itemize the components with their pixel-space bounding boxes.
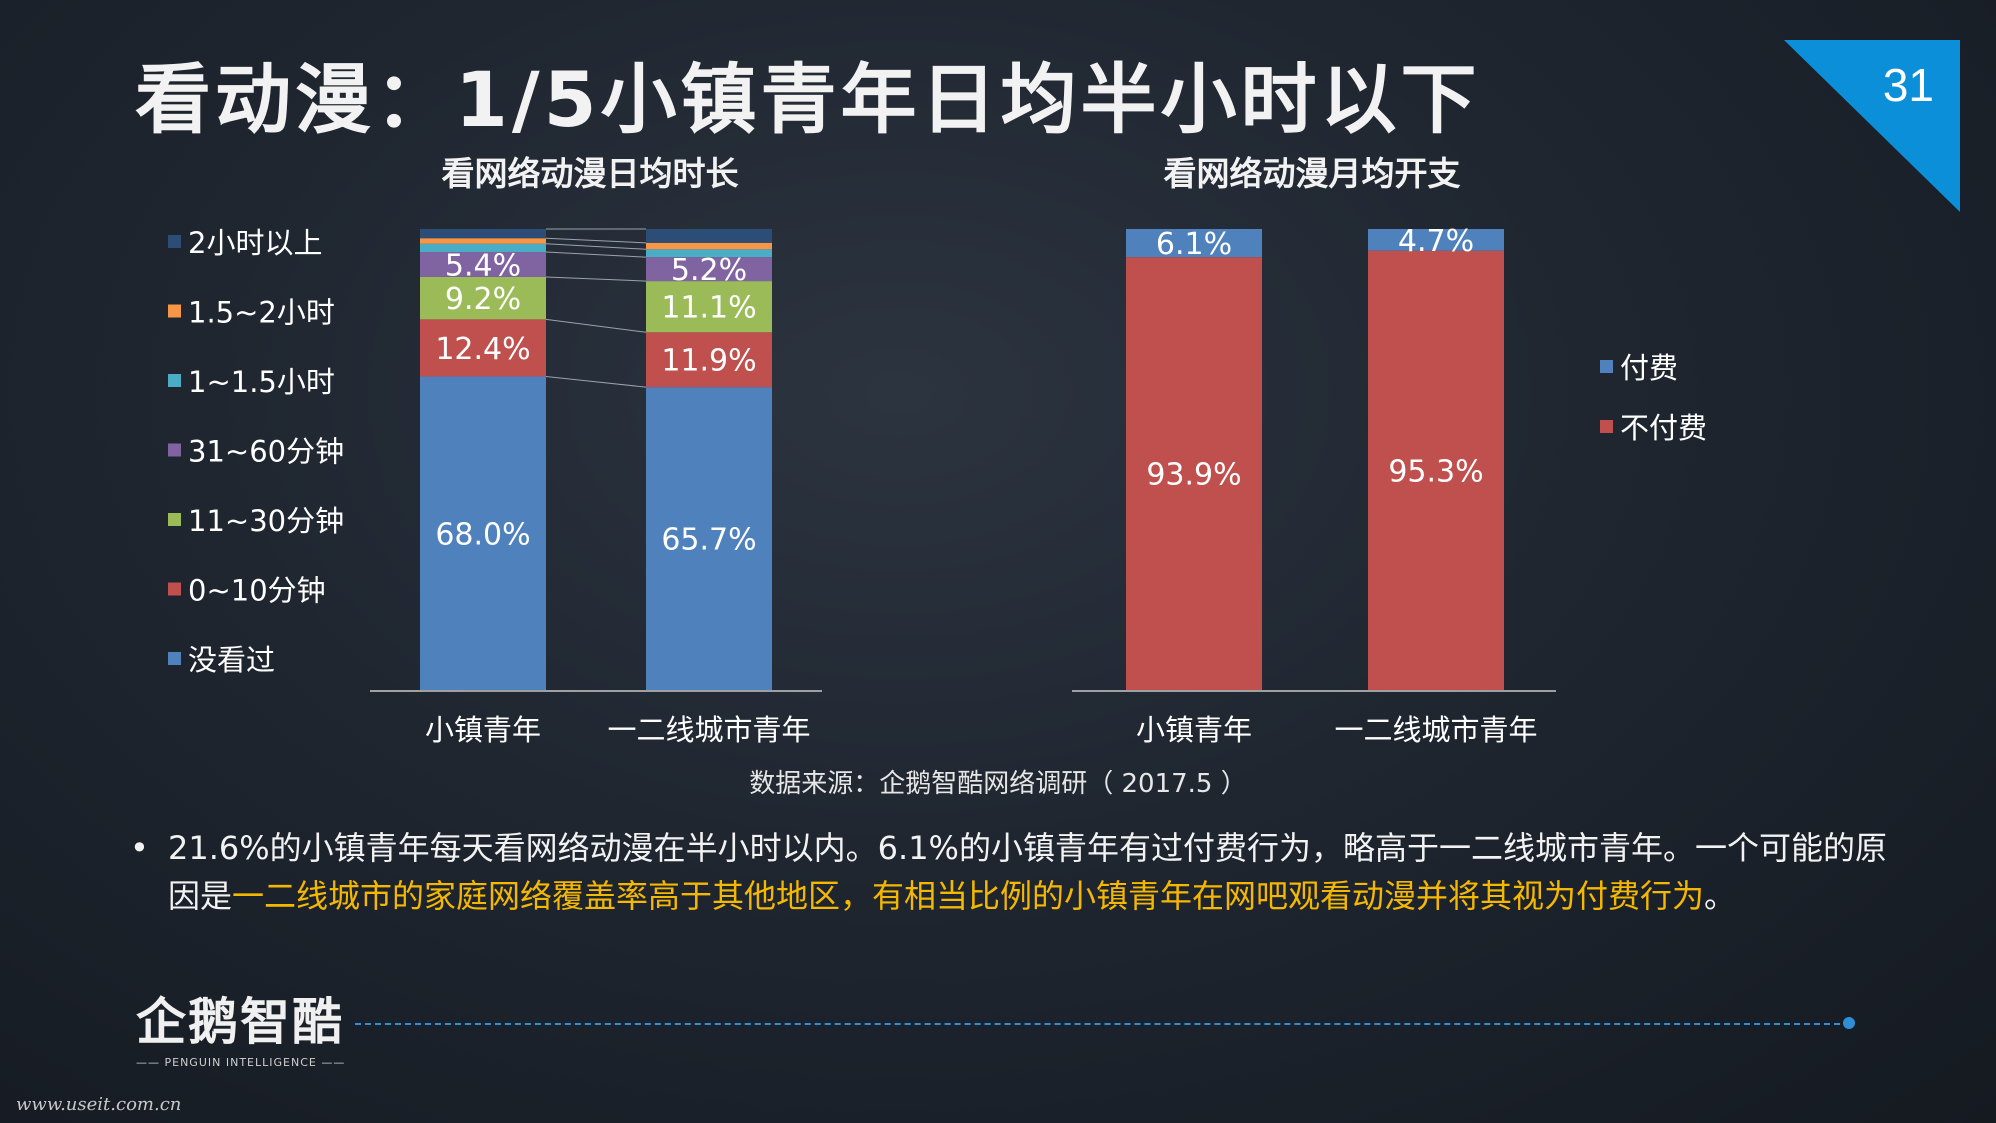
chart1-series-line-0 (545, 376, 647, 388)
logo-subtitle: —— PENGUIN INTELLIGENCE —— (136, 1056, 346, 1069)
chart2-bar-1-1 (1368, 229, 1504, 251)
chart1-bar-0-3 (420, 252, 546, 277)
chart1-bar-1-1 (646, 332, 772, 388)
chart1-bar-1-3 (646, 257, 772, 282)
footer-line-dot (1843, 1017, 1855, 1029)
chart1-legend-swatch-3 (168, 443, 181, 457)
chart1-legend-label-1: 1.5~2小时 (188, 296, 335, 330)
chart2-title: 看网络动漫月均开支 (1164, 154, 1461, 193)
chart1-legend-swatch-5 (168, 582, 181, 596)
chart1-bar-1-6 (646, 229, 772, 243)
chart1-bar-0-4 (420, 243, 546, 253)
chart1-bar-0-0 (420, 376, 546, 690)
chart1-data-label-1-2: 11.1% (661, 291, 756, 326)
chart2-category-label-1: 一二线城市青年 (1334, 713, 1537, 747)
chart1-bar-1-0 (646, 387, 772, 690)
page-number: 31 (1882, 59, 1934, 111)
bullet-text-plain: 21.6%的小镇青年每天看网络动漫在半小时以内。6.1%的小镇青年有过付费行为，… (168, 829, 1887, 915)
chart2-data-label-1-1: 4.7% (1398, 224, 1474, 259)
chart1-legend-swatch-6 (168, 652, 181, 665)
chart1-legend-swatch-0 (168, 235, 181, 248)
logo: 企鹅智酷 —— PENGUIN INTELLIGENCE —— (136, 982, 345, 1069)
chart1-data-label-1-1: 11.9% (661, 344, 756, 379)
chart1-legend-label-6: 没看过 (188, 643, 275, 677)
chart1-legend-label-2: 1~1.5小时 (188, 365, 335, 399)
chart1-data-label-1-3: 5.2% (671, 253, 747, 288)
chart1-legend-swatch-1 (168, 304, 181, 318)
chart2-bar-0-1 (1126, 229, 1262, 258)
chart1-series-line-3 (545, 251, 647, 258)
chart1-bar-0-6 (420, 229, 546, 239)
chart1-data-label-1-0: 65.7% (661, 523, 756, 558)
chart2-bar-1-0 (1368, 250, 1504, 691)
data-source: 数据来源：企鹅智酷网络调研（ 2017.5 ） (749, 769, 1247, 799)
chart1-bar-1-2 (646, 281, 772, 333)
chart1-data-label-0-3: 5.4% (445, 248, 521, 283)
chart2-data-label-0-1: 6.1% (1156, 227, 1232, 262)
logo-text: 企鹅智酷 (136, 993, 344, 1051)
chart1-category-label-0: 小镇青年 (425, 713, 541, 747)
chart2-legend-label-1: 不付费 (1620, 411, 1707, 445)
chart2-legend-label-0: 付费 (1620, 351, 1678, 385)
chart1-bar-0-5 (420, 238, 546, 244)
bullet-text-end: 。 (1704, 877, 1737, 915)
chart2-data-label-0-0: 93.9% (1146, 458, 1241, 493)
chart1-legend-label-4: 11~30分钟 (188, 504, 344, 538)
page-title: 看动漫：1/5小镇青年日均半小时以下 (135, 55, 1481, 144)
chart1-data-label-0-2: 9.2% (445, 282, 521, 317)
chart2-category-label-0: 小镇青年 (1136, 713, 1252, 747)
chart1-series-line-5 (545, 237, 647, 244)
chart1-legend-swatch-4 (168, 513, 181, 526)
footer-dashed-line (355, 1023, 1850, 1025)
chart1-data-label-0-0: 68.0% (435, 517, 530, 552)
chart1-bar-0-1 (420, 319, 546, 377)
bullet-paragraph: • 21.6%的小镇青年每天看网络动漫在半小时以内。6.1%的小镇青年有过付费行… (130, 824, 1890, 920)
bullet-text-highlight: 一二线城市的家庭网络覆盖率高于其他地区，有相当比例的小镇青年在网吧观看动漫并将其… (232, 877, 1705, 915)
chart2-data-label-1-0: 95.3% (1388, 454, 1483, 489)
chart1-bar-1-4 (646, 249, 772, 258)
corner-triangle (1784, 40, 1960, 212)
chart1-series-line-1 (545, 318, 647, 333)
chart1-data-label-0-1: 12.4% (435, 332, 530, 367)
chart2-legend-swatch-0 (1600, 360, 1613, 373)
watermark: www.useit.com.cn (16, 1094, 182, 1115)
bullet-text: 21.6%的小镇青年每天看网络动漫在半小时以内。6.1%的小镇青年有过付费行为，… (168, 824, 1890, 920)
chart1-legend-label-3: 31~60分钟 (188, 435, 344, 469)
chart1-legend-swatch-2 (168, 374, 181, 387)
chart2-bar-0-0 (1126, 257, 1262, 690)
bullet-dot: • (130, 829, 149, 867)
chart1-bar-0-2 (420, 276, 546, 320)
chart1-bar-1-5 (646, 242, 772, 250)
chart1-legend-label-0: 2小时以上 (188, 226, 322, 260)
chart1-series-line-2 (545, 276, 647, 282)
chart1-legend-label-5: 0~10分钟 (188, 574, 326, 608)
chart2-legend-swatch-1 (1600, 420, 1613, 433)
chart1-category-label-1: 一二线城市青年 (607, 713, 810, 747)
chart1-title: 看网络动漫日均时长 (442, 154, 739, 193)
chart1-series-line-4 (545, 243, 647, 250)
